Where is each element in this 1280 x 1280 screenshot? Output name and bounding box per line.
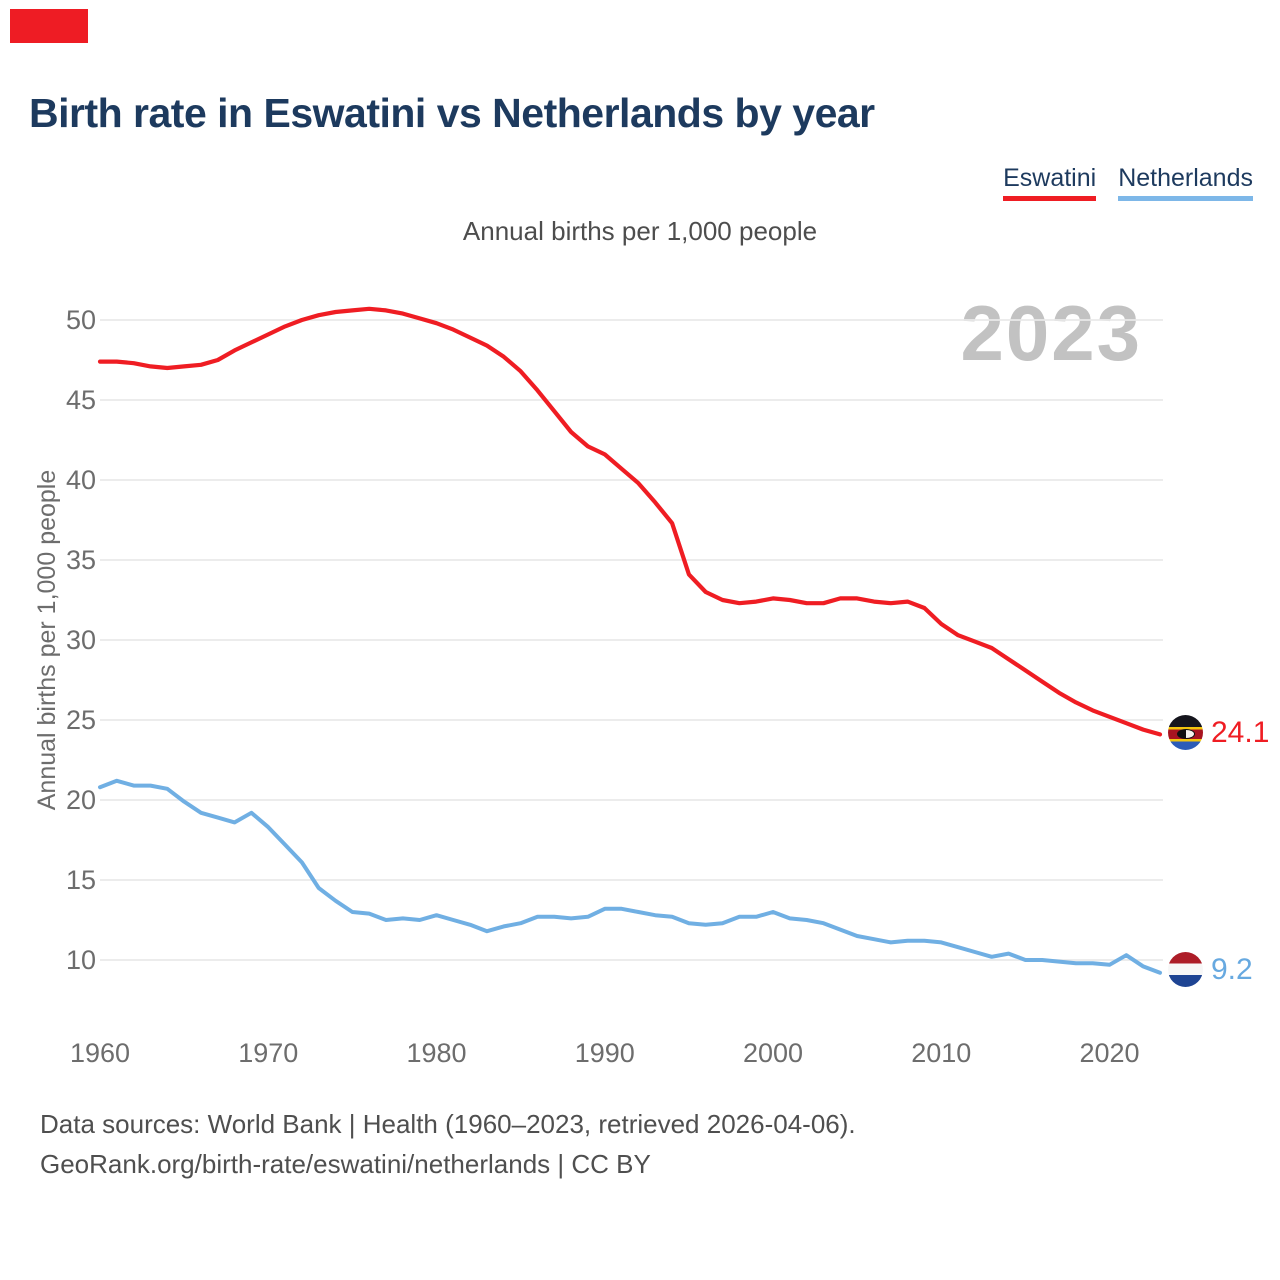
legend-underline-eswatini bbox=[1003, 195, 1097, 201]
x-tick-label: 1960 bbox=[70, 1038, 130, 1068]
chart-subtitle: Annual births per 1,000 people bbox=[462, 216, 818, 246]
y-tick-label: 15 bbox=[66, 865, 96, 895]
y-tick-label: 50 bbox=[66, 305, 96, 335]
end-label-eswatini: 24.1 bbox=[1168, 715, 1269, 750]
y-tick-label: 25 bbox=[66, 705, 96, 735]
x-tick-label: 1980 bbox=[406, 1038, 466, 1068]
legend-underline-netherlands bbox=[1118, 195, 1253, 201]
y-tick-label: 30 bbox=[66, 625, 96, 655]
end-label-netherlands: 9.2 bbox=[1168, 952, 1253, 987]
x-tick-label: 2010 bbox=[911, 1038, 971, 1068]
eswatini-shield-icon bbox=[1176, 729, 1195, 740]
footer-attribution: GeoRank.org/birth-rate/eswatini/netherla… bbox=[40, 1149, 651, 1179]
x-tick-label: 1970 bbox=[238, 1038, 298, 1068]
legend-label-netherlands: Netherlands bbox=[1118, 164, 1253, 192]
x-tick-label: 2000 bbox=[743, 1038, 803, 1068]
footer: Data sources: World Bank | Health (1960–… bbox=[40, 1104, 856, 1184]
legend-item-eswatini[interactable]: Eswatini bbox=[1003, 164, 1097, 201]
y-tick-label: 45 bbox=[66, 385, 96, 415]
legend-label-eswatini: Eswatini bbox=[1003, 164, 1097, 192]
eswatini-flag-icon bbox=[1168, 715, 1203, 750]
page-title: Birth rate in Eswatini vs Netherlands by… bbox=[29, 90, 875, 136]
end-value-netherlands: 9.2 bbox=[1211, 952, 1253, 986]
x-tick-label: 1990 bbox=[575, 1038, 635, 1068]
series-line-eswatini bbox=[97, 306, 1163, 737]
series-line-netherlands bbox=[98, 778, 1162, 975]
x-tick-label: 2020 bbox=[1079, 1038, 1139, 1068]
netherlands-flag-icon bbox=[1168, 952, 1203, 987]
y-tick-label: 35 bbox=[66, 545, 96, 575]
y-tick-label: 40 bbox=[66, 465, 96, 495]
red-marker-box bbox=[10, 9, 88, 43]
year-watermark: 2023 bbox=[960, 289, 1142, 377]
legend: Eswatini Netherlands bbox=[1003, 164, 1253, 201]
y-tick-label: 20 bbox=[66, 785, 96, 815]
footer-data-sources: Data sources: World Bank | Health (1960–… bbox=[40, 1109, 856, 1139]
y-tick-label: 10 bbox=[66, 945, 96, 975]
end-value-eswatini: 24.1 bbox=[1211, 715, 1270, 749]
legend-item-netherlands[interactable]: Netherlands bbox=[1118, 164, 1253, 201]
y-axis-title: Annual births per 1,000 people bbox=[33, 469, 61, 811]
